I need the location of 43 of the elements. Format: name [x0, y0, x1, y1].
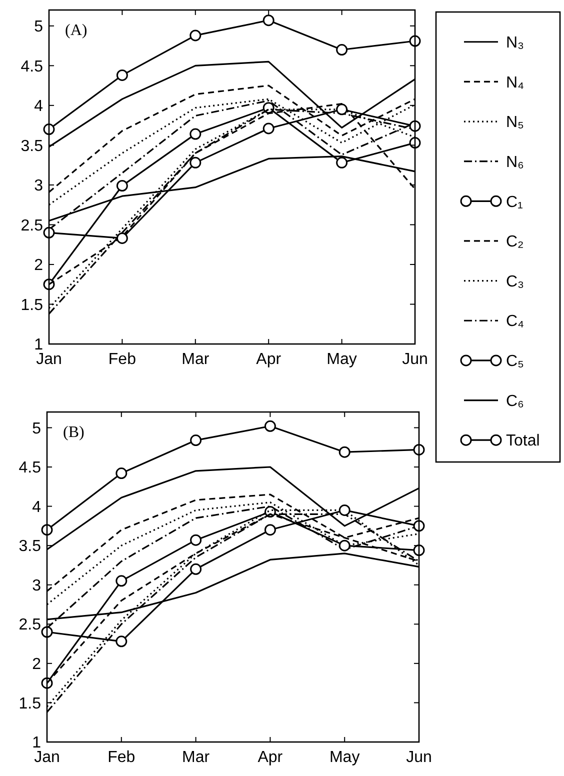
y-tick-label: 4 [34, 98, 44, 116]
legend-label: N₆ [506, 154, 524, 171]
y-tick-label: 5 [34, 18, 44, 36]
x-tick-label: Feb [108, 749, 136, 766]
legend-label: N₅ [506, 114, 524, 132]
y-tick-label: 4.5 [20, 58, 44, 76]
x-tick-label: Jun [402, 351, 428, 368]
legend-label: C₂ [506, 234, 524, 251]
x-tick-label: Feb [108, 351, 136, 368]
y-tick-label: 1.5 [20, 296, 44, 314]
x-tick-label: Jan [36, 351, 62, 368]
y-tick-label: 2.5 [20, 217, 44, 234]
y-tick-label: 1 [34, 336, 44, 354]
y-tick-label: 2.5 [18, 616, 42, 634]
x-tick-label: Mar [182, 749, 210, 766]
x-tick-label: May [326, 351, 357, 368]
x-tick-label: Mar [182, 351, 210, 368]
legend-label: C₁ [506, 194, 523, 211]
y-tick-label: 2 [34, 257, 44, 274]
y-tick-label: 4.5 [18, 460, 42, 477]
x-tick-label: May [329, 749, 360, 766]
x-tick-label: Jan [34, 749, 60, 766]
y-tick-label: 5 [32, 420, 42, 438]
y-tick-label: 3 [34, 178, 44, 195]
legend-label: C₅ [506, 353, 524, 370]
legend-label: N₃ [506, 34, 524, 52]
x-tick-label: Apr [256, 351, 282, 368]
legend-label: N₄ [506, 74, 524, 92]
y-tick-label: 3.5 [18, 538, 42, 556]
y-tick-label: 1 [32, 734, 42, 752]
y-tick-label: 3 [32, 577, 42, 594]
text: (A) [65, 22, 88, 39]
y-tick-label: 3.5 [20, 138, 44, 155]
x-tick-label: Jun [406, 749, 432, 766]
legend-label: C₃ [506, 273, 524, 290]
y-tick-label: 4 [32, 498, 42, 516]
y-tick-label: 1.5 [18, 695, 42, 712]
y-tick-label: 2 [32, 656, 42, 674]
legend-label: Total [506, 432, 540, 450]
text: (B) [63, 424, 84, 441]
legend-label: C₄ [506, 313, 524, 330]
x-tick-label: Apr [258, 749, 284, 766]
legend-label: C₆ [506, 392, 524, 410]
